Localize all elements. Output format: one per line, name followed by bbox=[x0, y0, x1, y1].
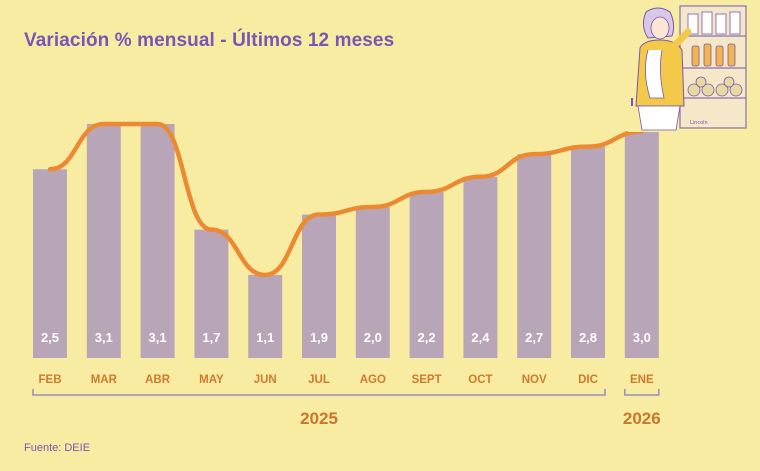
bar-value-label: 2,8 bbox=[579, 330, 597, 345]
bar-jul bbox=[302, 214, 336, 358]
month-tick-label: ABR bbox=[145, 374, 171, 386]
bar-dic bbox=[571, 146, 605, 358]
bar-value-label: 2,5 bbox=[41, 330, 59, 345]
month-tick-label: MAY bbox=[199, 374, 224, 386]
bar-mar bbox=[86, 123, 121, 358]
bar-jun bbox=[248, 274, 283, 358]
year-label-2025: 2025 bbox=[300, 409, 338, 428]
month-tick-label: NOV bbox=[522, 374, 547, 386]
bar-value-label: 1,7 bbox=[202, 330, 220, 345]
bar-value-label: 3,1 bbox=[95, 330, 113, 345]
bar-value-label: 3,0 bbox=[633, 330, 651, 345]
month-tick-label: FEB bbox=[39, 374, 62, 386]
month-tick-label: OCT bbox=[468, 374, 492, 386]
bar-value-label: 1,1 bbox=[256, 330, 274, 345]
shopper-at-market-shelf-illustration: Lincoln bbox=[628, 2, 750, 132]
bar-ene bbox=[624, 131, 659, 358]
source-note: Fuente: DEIE bbox=[24, 442, 91, 454]
year-label-2026: 2026 bbox=[623, 409, 661, 428]
bar-nov bbox=[517, 154, 552, 358]
bar-value-label: 1,9 bbox=[310, 330, 328, 345]
bar-value-label: 2,4 bbox=[471, 330, 490, 345]
month-tick-label: MAR bbox=[91, 374, 118, 386]
chart-title: Variación % mensual - Últimos 12 meses bbox=[24, 30, 395, 51]
bar-ago bbox=[355, 207, 390, 358]
month-tick-label: JUN bbox=[254, 374, 277, 386]
bar-may bbox=[194, 229, 229, 358]
bar-abr bbox=[140, 123, 175, 358]
bar-feb bbox=[33, 169, 67, 358]
bar-value-label: 2,2 bbox=[418, 330, 436, 345]
month-tick-label: JUL bbox=[308, 374, 330, 386]
bar-value-label: 2,7 bbox=[525, 330, 543, 345]
trend-line bbox=[47, 121, 645, 278]
bar-sept bbox=[409, 191, 444, 358]
month-tick-label: ENE bbox=[630, 374, 654, 386]
bar-oct bbox=[463, 176, 498, 358]
bar-value-label: 2,0 bbox=[364, 330, 382, 345]
month-tick-label: DIC bbox=[578, 374, 598, 386]
bar-value-label: 3,1 bbox=[149, 330, 167, 345]
month-tick-label: AGO bbox=[360, 374, 386, 386]
illustration-signature: Lincoln bbox=[690, 120, 708, 126]
month-tick-label: SEPT bbox=[412, 374, 442, 386]
year-bracket-2026 bbox=[624, 389, 660, 396]
year-bracket-2025 bbox=[32, 389, 606, 396]
